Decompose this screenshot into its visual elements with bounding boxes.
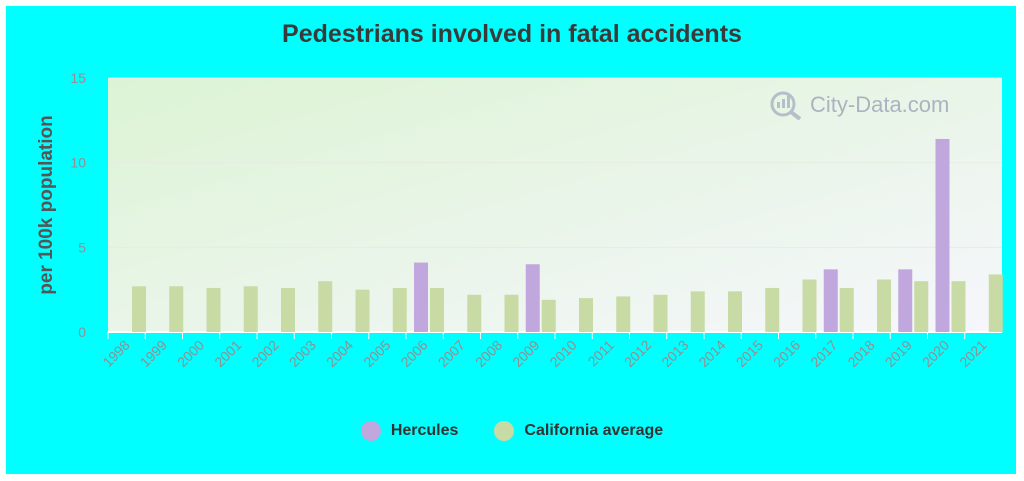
bar-hercules — [525, 264, 540, 332]
bar-california-average — [579, 298, 593, 332]
bar-california-average — [318, 281, 333, 332]
x-tick-label: 2008 — [472, 337, 505, 370]
x-tick-label: 2012 — [621, 337, 654, 370]
x-tick-label: 2006 — [397, 337, 430, 370]
x-tick-label: 2002 — [248, 337, 281, 370]
x-tick-label: 2014 — [695, 337, 728, 370]
bar-california-average — [951, 281, 966, 332]
y-tick-label: 5 — [78, 239, 86, 255]
bar-california-average — [243, 286, 258, 332]
y-tick-label: 10 — [70, 155, 86, 171]
x-tick-label: 2007 — [435, 337, 468, 370]
bar-california-average — [839, 287, 854, 332]
bar-california-average — [802, 279, 817, 332]
y-tick-label: 15 — [70, 70, 86, 86]
bar-hercules — [935, 138, 950, 332]
bar-california-average — [132, 286, 146, 332]
legend: Hercules California average — [0, 421, 1024, 441]
watermark: City-Data.com — [768, 90, 949, 120]
legend-swatch-california-average — [494, 421, 515, 441]
x-tick-label: 2020 — [919, 337, 952, 370]
bar-california-average — [728, 291, 742, 332]
bar-california-average — [169, 286, 184, 332]
bar-california-average — [504, 294, 519, 332]
legend-label-california-average: California average — [524, 422, 664, 439]
x-tick-label: 2005 — [360, 337, 393, 370]
bar-hercules — [823, 269, 838, 332]
bar-california-average — [392, 287, 407, 332]
x-tick-label: 1999 — [137, 337, 170, 370]
x-tick-label: 1998 — [99, 337, 132, 370]
watermark-text: City-Data.com — [810, 92, 950, 117]
chart-title: Pedestrians involved in fatal accidents — [282, 20, 742, 48]
x-tick-label: 2019 — [882, 337, 915, 370]
x-tick-label: 2021 — [956, 337, 989, 370]
bar-california-average — [877, 279, 891, 332]
x-tick-label: 2009 — [509, 337, 542, 370]
bar-california-average — [430, 287, 444, 332]
bar-california-average — [653, 294, 668, 332]
bar-california-average — [765, 287, 780, 332]
bar-california-average — [206, 287, 221, 332]
y-tick-label: 0 — [78, 324, 86, 340]
x-tick-label: 2003 — [286, 337, 319, 370]
city-data-logo-icon — [770, 91, 802, 120]
x-tick-label: 2010 — [546, 337, 579, 370]
bar-california-average — [467, 294, 482, 332]
y-axis-label: per 100k population — [36, 115, 57, 294]
bar-california-average — [355, 289, 370, 332]
bar-california-average — [690, 291, 705, 332]
x-tick-label: 2016 — [770, 337, 803, 370]
x-tick-label: 2011 — [584, 337, 617, 370]
bar-hercules — [414, 262, 428, 332]
legend-swatch-hercules — [360, 421, 381, 441]
x-tick-label: 2000 — [174, 337, 207, 370]
x-tick-label: 2015 — [733, 337, 766, 370]
bar-california-average — [616, 296, 631, 332]
x-tick-label: 2001 — [211, 337, 244, 370]
x-tick-label: 2013 — [658, 337, 691, 370]
legend-item-california-average: California average — [494, 421, 663, 441]
x-tick-label: 2017 — [807, 337, 840, 370]
bar-hercules — [898, 269, 913, 332]
bar-california-average — [541, 299, 556, 332]
x-tick-label: 2018 — [844, 337, 877, 370]
bar-california-average — [988, 274, 1003, 332]
legend-item-hercules: Hercules — [360, 421, 459, 441]
bar-california-average — [914, 281, 929, 332]
x-tick-label: 2004 — [323, 337, 356, 370]
legend-label-hercules: Hercules — [390, 422, 459, 439]
bar-california-average — [281, 287, 295, 332]
